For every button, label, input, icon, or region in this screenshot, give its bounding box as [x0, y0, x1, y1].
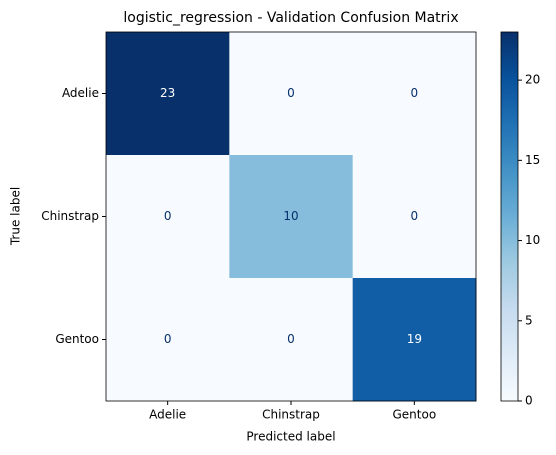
cell-label: 0: [411, 209, 419, 223]
heatmap-cell: [106, 278, 230, 402]
y-tick-label: Chinstrap: [41, 209, 99, 223]
cell-label: 0: [411, 86, 419, 100]
chart-title: logistic_regression - Validation Confusi…: [123, 10, 458, 26]
colorbar-tick-label: 5: [525, 313, 533, 327]
x-tick-label: Adelie: [149, 408, 186, 422]
cell-label: 0: [287, 86, 295, 100]
colorbar: [500, 31, 519, 402]
heatmap-cell: [229, 32, 354, 156]
y-axis-label: True label: [9, 187, 23, 246]
cell-label: 23: [160, 86, 175, 100]
y-tick-label: Adelie: [62, 86, 99, 100]
x-axis-label: Predicted label: [246, 430, 335, 444]
colorbar-tick-label: 15: [525, 153, 540, 167]
colorbar-tick-label: 10: [525, 233, 540, 247]
heatmap-cell: [229, 278, 354, 402]
cell-label: 19: [407, 332, 422, 346]
cell-label: 0: [287, 332, 295, 346]
heatmap-cell: [106, 155, 230, 279]
cell-label: 0: [164, 209, 172, 223]
colorbar-tick-label: 0: [525, 394, 533, 408]
x-tick-label: Gentoo: [392, 408, 436, 422]
cell-label: 10: [283, 209, 298, 223]
cell-label: 0: [164, 332, 172, 346]
heatmap-cell: [352, 155, 477, 279]
y-tick-label: Gentoo: [55, 332, 99, 346]
x-tick-label: Chinstrap: [262, 408, 320, 422]
colorbar-tick-label: 20: [525, 73, 540, 87]
heatmap-cell: [229, 155, 354, 279]
heatmap-cell: [352, 278, 477, 402]
heatmap-cell: [352, 32, 477, 156]
heatmap-cell: [106, 32, 230, 156]
